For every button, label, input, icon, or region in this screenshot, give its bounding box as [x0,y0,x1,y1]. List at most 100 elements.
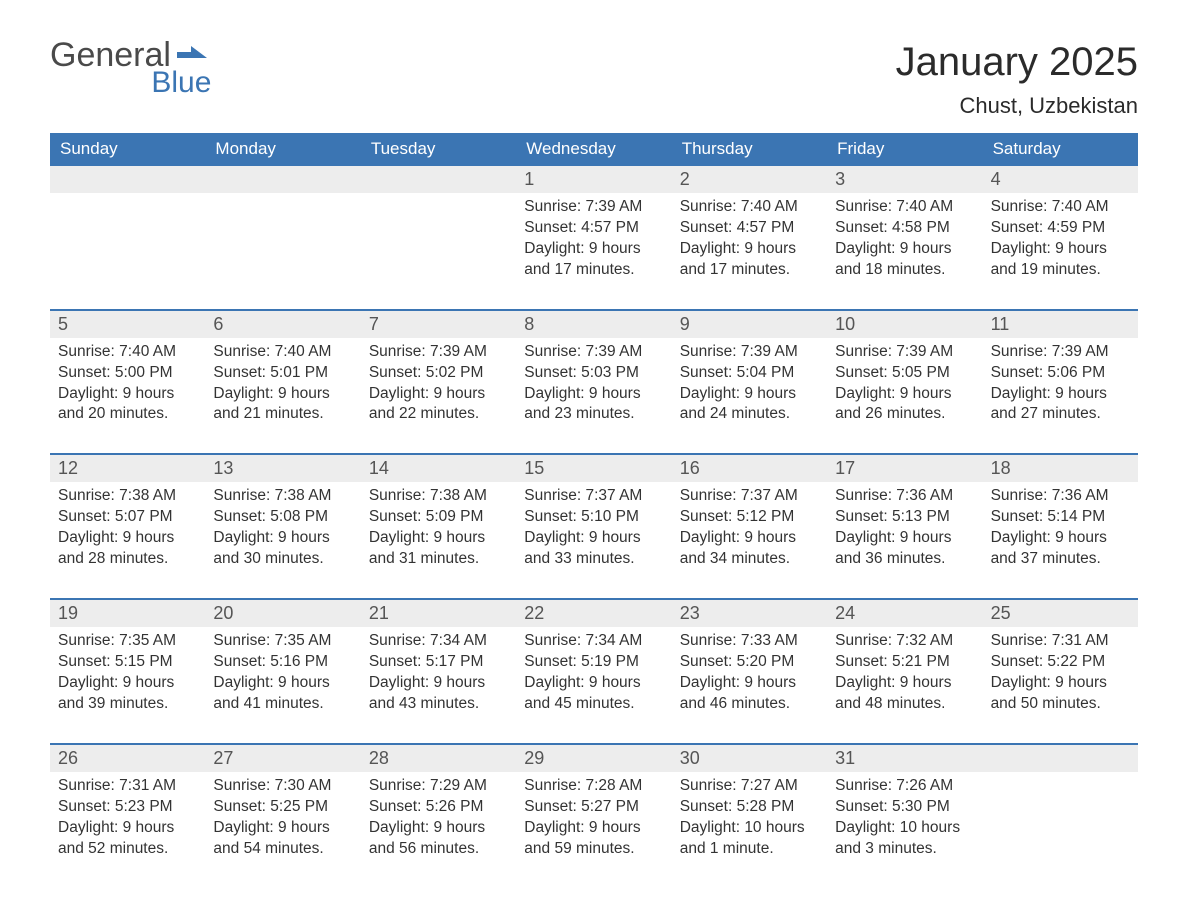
sunset-line: Sunset: 5:27 PM [524,797,663,818]
day-number: 20 [213,603,233,623]
day-number [58,169,63,189]
week-row: 26Sunrise: 7:31 AMSunset: 5:23 PMDayligh… [50,743,1138,870]
daylight-line: Daylight: 9 hours and 43 minutes. [369,673,508,715]
day-body: Sunrise: 7:39 AMSunset: 5:04 PMDaylight:… [672,338,827,436]
sunset-line: Sunset: 5:28 PM [680,797,819,818]
sunrise-line: Sunrise: 7:40 AM [58,342,197,363]
day-number: 27 [213,748,233,768]
day-body: Sunrise: 7:39 AMSunset: 5:05 PMDaylight:… [827,338,982,436]
day-number-row: 10 [827,311,982,338]
daylight-line: Daylight: 9 hours and 56 minutes. [369,818,508,860]
sunset-line: Sunset: 5:12 PM [680,507,819,528]
day-body: Sunrise: 7:38 AMSunset: 5:09 PMDaylight:… [361,482,516,580]
day-number-row: 6 [205,311,360,338]
day-number-row: 24 [827,600,982,627]
sunset-line: Sunset: 5:20 PM [680,652,819,673]
sunrise-line: Sunrise: 7:40 AM [991,197,1130,218]
day-number-row: 21 [361,600,516,627]
daylight-line: Daylight: 9 hours and 48 minutes. [835,673,974,715]
day-cell: 6Sunrise: 7:40 AMSunset: 5:01 PMDaylight… [205,311,360,436]
day-number: 8 [524,314,534,334]
calendar: SundayMondayTuesdayWednesdayThursdayFrid… [50,133,1138,869]
sunrise-line: Sunrise: 7:36 AM [835,486,974,507]
day-number: 15 [524,458,544,478]
sunrise-line: Sunrise: 7:33 AM [680,631,819,652]
day-body: Sunrise: 7:28 AMSunset: 5:27 PMDaylight:… [516,772,671,870]
day-number: 21 [369,603,389,623]
day-cell [205,166,360,291]
month-title: January 2025 [896,40,1138,85]
sunrise-line: Sunrise: 7:37 AM [524,486,663,507]
day-body: Sunrise: 7:37 AMSunset: 5:12 PMDaylight:… [672,482,827,580]
day-body [50,193,205,289]
sunrise-line: Sunrise: 7:39 AM [835,342,974,363]
sunset-line: Sunset: 5:21 PM [835,652,974,673]
day-cell: 15Sunrise: 7:37 AMSunset: 5:10 PMDayligh… [516,455,671,580]
daylight-line: Daylight: 9 hours and 20 minutes. [58,384,197,426]
day-cell: 11Sunrise: 7:39 AMSunset: 5:06 PMDayligh… [983,311,1138,436]
day-body: Sunrise: 7:35 AMSunset: 5:16 PMDaylight:… [205,627,360,725]
day-number: 5 [58,314,68,334]
day-number-row: 20 [205,600,360,627]
sunrise-line: Sunrise: 7:35 AM [213,631,352,652]
day-body: Sunrise: 7:30 AMSunset: 5:25 PMDaylight:… [205,772,360,870]
day-number: 24 [835,603,855,623]
day-body: Sunrise: 7:32 AMSunset: 5:21 PMDaylight:… [827,627,982,725]
sunset-line: Sunset: 5:09 PM [369,507,508,528]
daylight-line: Daylight: 9 hours and 26 minutes. [835,384,974,426]
day-number [369,169,374,189]
sunset-line: Sunset: 4:57 PM [680,218,819,239]
day-cell: 17Sunrise: 7:36 AMSunset: 5:13 PMDayligh… [827,455,982,580]
day-number-row: 28 [361,745,516,772]
day-number-row [50,166,205,193]
day-number-row: 1 [516,166,671,193]
day-body: Sunrise: 7:27 AMSunset: 5:28 PMDaylight:… [672,772,827,870]
day-body: Sunrise: 7:40 AMSunset: 4:59 PMDaylight:… [983,193,1138,291]
sunset-line: Sunset: 5:23 PM [58,797,197,818]
day-number-row: 25 [983,600,1138,627]
sunrise-line: Sunrise: 7:26 AM [835,776,974,797]
day-cell: 20 Sunrise: 7:35 AMSunset: 5:16 PMDayligh… [205,600,360,725]
day-number: 10 [835,314,855,334]
day-number: 18 [991,458,1011,478]
day-body: Sunrise: 7:40 AMSunset: 5:01 PMDaylight:… [205,338,360,436]
week-row: 1Sunrise: 7:39 AMSunset: 4:57 PMDaylight… [50,166,1138,291]
day-cell: 2Sunrise: 7:40 AMSunset: 4:57 PMDaylight… [672,166,827,291]
day-body: Sunrise: 7:39 AMSunset: 4:57 PMDaylight:… [516,193,671,291]
daylight-line: Daylight: 9 hours and 46 minutes. [680,673,819,715]
day-cell: 13Sunrise: 7:38 AMSunset: 5:08 PMDayligh… [205,455,360,580]
daylight-line: Daylight: 9 hours and 17 minutes. [524,239,663,281]
day-body: Sunrise: 7:31 AMSunset: 5:22 PMDaylight:… [983,627,1138,725]
day-cell [50,166,205,291]
day-number-row: 2 [672,166,827,193]
daylight-line: Daylight: 9 hours and 22 minutes. [369,384,508,426]
sunrise-line: Sunrise: 7:34 AM [524,631,663,652]
sunrise-line: Sunrise: 7:39 AM [524,342,663,363]
sunrise-line: Sunrise: 7:40 AM [835,197,974,218]
daylight-line: Daylight: 9 hours and 39 minutes. [58,673,197,715]
sunrise-line: Sunrise: 7:31 AM [991,631,1130,652]
sunset-line: Sunset: 4:59 PM [991,218,1130,239]
day-number: 4 [991,169,1001,189]
day-cell: 23Sunrise: 7:33 AMSunset: 5:20 PMDayligh… [672,600,827,725]
daylight-line: Daylight: 9 hours and 33 minutes. [524,528,663,570]
day-number-row: 12 [50,455,205,482]
week-row: 19Sunrise: 7:35 AMSunset: 5:15 PMDayligh… [50,598,1138,725]
day-number-row: 18 [983,455,1138,482]
day-number: 3 [835,169,845,189]
day-number: 2 [680,169,690,189]
day-number [991,748,996,768]
sunset-line: Sunset: 5:01 PM [213,363,352,384]
week-row: 12Sunrise: 7:38 AMSunset: 5:07 PMDayligh… [50,453,1138,580]
sunset-line: Sunset: 5:03 PM [524,363,663,384]
day-number-row: 27 [205,745,360,772]
daylight-line: Daylight: 9 hours and 59 minutes. [524,818,663,860]
sunset-line: Sunset: 5:26 PM [369,797,508,818]
day-cell: 3Sunrise: 7:40 AMSunset: 4:58 PMDaylight… [827,166,982,291]
day-body: Sunrise: 7:33 AMSunset: 5:20 PMDaylight:… [672,627,827,725]
day-number-row: 17 [827,455,982,482]
header: General Blue January 2025 Chust, Uzbekis… [50,40,1138,119]
day-number: 26 [58,748,78,768]
sunrise-line: Sunrise: 7:30 AM [213,776,352,797]
logo: General Blue [50,40,211,96]
